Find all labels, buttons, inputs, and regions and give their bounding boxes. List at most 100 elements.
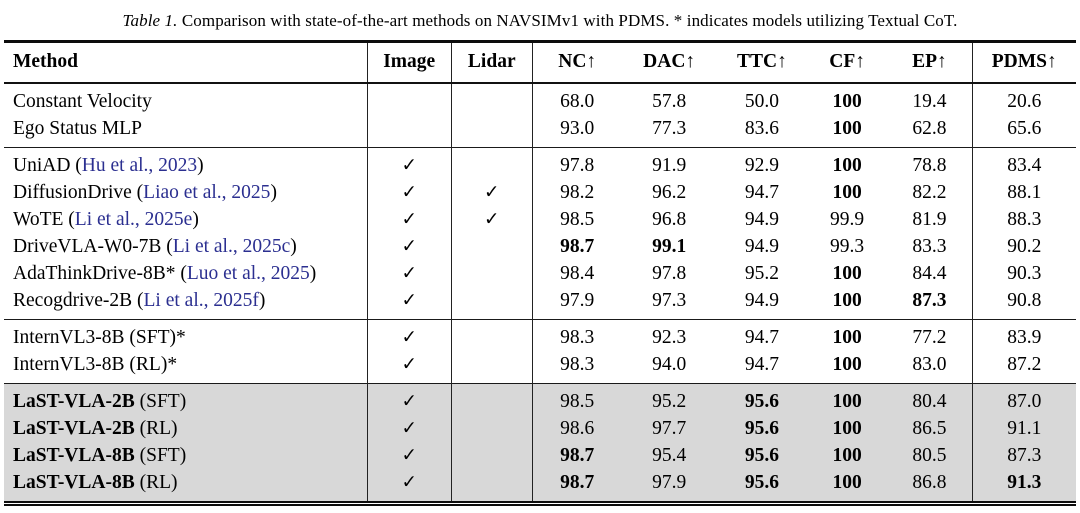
method-citation: (Li et al., 2025f) xyxy=(132,290,265,311)
metric-value-cf: 100 xyxy=(832,327,862,348)
metric-value-cf: 100 xyxy=(806,442,888,469)
method-name-bold: LaST-VLA-2B xyxy=(13,418,135,439)
metric-value-dac: 97.8 xyxy=(652,263,687,284)
paren-open: ( xyxy=(175,263,187,284)
method-name: WoTE xyxy=(13,209,64,230)
citation-link[interactable]: Luo et al., 2025 xyxy=(186,263,310,284)
method-cell: LaST-VLA-2B (RL) xyxy=(4,415,368,442)
image-check-cell: ✓ xyxy=(367,442,452,469)
lidar-check-cell xyxy=(451,115,534,148)
metric-value-nc: 98.3 xyxy=(560,354,595,375)
metric-value-ttc: 95.6 xyxy=(716,442,807,469)
method-citation: (Luo et al., 2025) xyxy=(175,263,316,284)
caption-text: Comparison with state-of-the-art methods… xyxy=(181,11,958,30)
citation-link[interactable]: Li et al., 2025c xyxy=(172,236,291,257)
method-name: InternVL3-8B (SFT)* xyxy=(13,327,186,348)
method-name: Ego Status MLP xyxy=(13,118,142,139)
method-name-bold: LaST-VLA-2B xyxy=(13,391,135,412)
check-icon: ✓ xyxy=(401,236,417,257)
metric-value-ep: 83.3 xyxy=(887,233,973,260)
metric-value-cf: 99.3 xyxy=(830,236,865,257)
metric-value-nc: 98.4 xyxy=(560,263,595,284)
metric-value-ep: 62.8 xyxy=(887,115,973,148)
paren-open: ( xyxy=(131,182,144,203)
paren-open: ( xyxy=(161,236,173,257)
method-cell: WoTE (Li et al., 2025e) xyxy=(4,206,368,233)
metric-value-ttc: 50.0 xyxy=(744,91,779,112)
metric-value-nc: 98.5 xyxy=(560,209,595,230)
citation-link[interactable]: Li et al., 2025f xyxy=(143,290,259,311)
table-row: LaST-VLA-8B (RL) ✓ 98.7 97.9 95.6 100 86… xyxy=(4,469,1076,504)
paren-close: ) xyxy=(258,290,266,311)
metric-value-ep: 84.4 xyxy=(887,260,973,287)
lidar-check-cell xyxy=(451,351,534,384)
table-row: LaST-VLA-2B (SFT) ✓ 98.5 95.2 95.6 100 8… xyxy=(4,383,1076,415)
col-header-method: Method xyxy=(4,41,368,83)
metric-value-ep: 81.9 xyxy=(887,206,973,233)
metric-value-cf: 100 xyxy=(832,182,862,203)
metric-value-pdms: 83.9 xyxy=(1007,327,1042,348)
metric-value-dac: 91.9 xyxy=(652,155,687,176)
col-header-cf: CF↑ xyxy=(829,51,865,72)
metric-value-cf: 100 xyxy=(832,91,862,112)
method-cell: DriveVLA-W0-7B (Li et al., 2025c) xyxy=(4,233,368,260)
metric-value-pdms: 88.3 xyxy=(1007,209,1042,230)
method-name: (RL) xyxy=(134,472,178,493)
metric-value-nc: 98.5 xyxy=(532,383,622,415)
method-cell: Ego Status MLP xyxy=(4,115,368,148)
col-header-ep: EP↑ xyxy=(887,41,973,83)
metric-value-pdms: 90.8 xyxy=(1007,290,1042,311)
table-row: UniAD (Hu et al., 2023) ✓ 97.8 91.9 92.9… xyxy=(4,147,1076,179)
lidar-check-cell xyxy=(451,260,534,287)
metric-value-ep: 80.5 xyxy=(887,442,973,469)
metric-value-nc: 93.0 xyxy=(560,118,595,139)
metric-value-pdms: 90.3 xyxy=(1007,263,1042,284)
metric-value-pdms: 87.3 xyxy=(972,442,1076,469)
method-citation: (Liao et al., 2025) xyxy=(132,182,277,203)
metric-value-dac: 99.1 xyxy=(652,236,687,257)
metric-value-ttc: 94.7 xyxy=(744,327,779,348)
metric-value-ttc: 94.7 xyxy=(744,354,779,375)
check-icon: ✓ xyxy=(484,182,500,203)
image-check-cell: ✓ xyxy=(367,260,452,287)
method-name: InternVL3-8B (RL)* xyxy=(13,354,178,375)
metric-value-ttc: 94.9 xyxy=(744,209,779,230)
table-caption: Table 1. Comparison with state-of-the-ar… xyxy=(0,0,1080,40)
image-check-cell: ✓ xyxy=(367,287,452,320)
metric-value-ep: 87.3 xyxy=(887,287,973,320)
check-icon: ✓ xyxy=(401,290,417,311)
image-check-cell: ✓ xyxy=(367,469,452,504)
table-row: Recogdrive-2B (Li et al., 2025f) ✓ 97.9 … xyxy=(4,287,1076,320)
metric-value-cf: 100 xyxy=(832,155,862,176)
check-icon: ✓ xyxy=(401,263,417,284)
table-row: DiffusionDrive (Liao et al., 2025) ✓ ✓ 9… xyxy=(4,179,1076,206)
citation-link[interactable]: Hu et al., 2023 xyxy=(81,155,198,176)
image-check-cell: ✓ xyxy=(367,415,452,442)
metric-value-pdms: 90.2 xyxy=(1007,236,1042,257)
citation-link[interactable]: Li et al., 2025e xyxy=(74,209,193,230)
metric-value-cf: 100 xyxy=(832,290,862,311)
method-cell: LaST-VLA-8B (RL) xyxy=(4,469,368,504)
metric-value-cf: 99.9 xyxy=(830,209,865,230)
citation-link[interactable]: Liao et al., 2025 xyxy=(143,182,271,203)
metric-value-ep: 83.0 xyxy=(887,351,973,384)
metric-value-ep: 77.2 xyxy=(887,319,973,351)
table-row: LaST-VLA-8B (SFT) ✓ 98.7 95.4 95.6 100 8… xyxy=(4,442,1076,469)
check-icon: ✓ xyxy=(401,472,417,493)
metric-value-ttc: 95.6 xyxy=(716,415,807,442)
lidar-check-cell xyxy=(451,233,534,260)
paren-open: ( xyxy=(63,209,75,230)
lidar-check-cell xyxy=(451,442,534,469)
method-cell: DiffusionDrive (Liao et al., 2025) xyxy=(4,179,368,206)
check-icon: ✓ xyxy=(401,209,417,230)
metric-value-ep: 80.4 xyxy=(887,383,973,415)
metric-value-nc: 98.7 xyxy=(532,442,622,469)
image-check-cell: ✓ xyxy=(367,383,452,415)
metric-value-ttc: 94.9 xyxy=(744,236,779,257)
paren-close: ) xyxy=(309,263,317,284)
results-table: Method Image Lidar NC↑ DAC↑ TTC↑ CF↑ EP↑… xyxy=(4,40,1076,506)
image-check-cell: ✓ xyxy=(367,319,452,351)
paren-close: ) xyxy=(192,209,199,230)
lidar-check-cell xyxy=(451,83,534,115)
metric-value-dac: 92.3 xyxy=(652,327,687,348)
